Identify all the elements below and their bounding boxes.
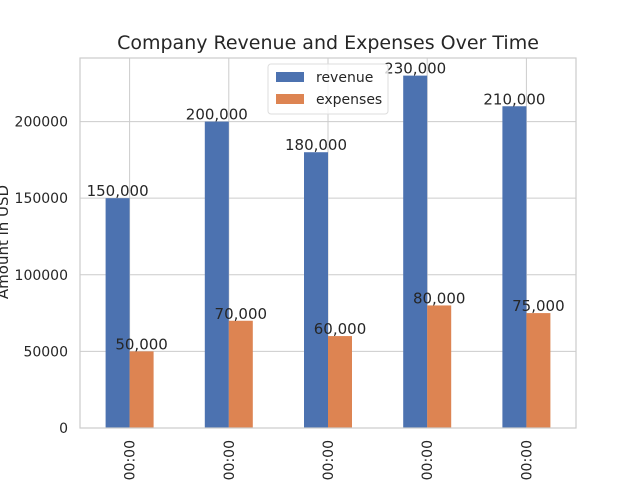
- bar-expenses: [328, 336, 352, 428]
- bar-revenue: [204, 121, 229, 428]
- bar-expenses: [526, 313, 551, 428]
- y-tick-label: 100000: [15, 268, 68, 284]
- data-label-revenue: 150,000: [87, 182, 149, 200]
- legend-label-revenue: revenue: [316, 70, 373, 86]
- data-label-revenue: 230,000: [384, 60, 446, 78]
- x-tick-label: 00:00: [420, 440, 436, 480]
- x-tick-label: 00:00: [123, 440, 139, 480]
- data-label-expenses: 80,000: [413, 289, 466, 307]
- legend-label-expenses: expenses: [316, 92, 382, 108]
- data-label-revenue: 210,000: [483, 90, 545, 108]
- data-label-expenses: 75,000: [512, 297, 565, 315]
- data-label-revenue: 200,000: [186, 106, 248, 124]
- data-label-revenue: 180,000: [285, 136, 347, 154]
- bar-expenses: [129, 351, 154, 428]
- plot-frame: [79, 57, 577, 429]
- y-tick-label: 0: [59, 421, 68, 437]
- x-tick-label: 00:00: [321, 440, 337, 480]
- bar-revenue: [304, 152, 328, 428]
- bar-expenses: [427, 305, 452, 428]
- bar-revenue: [105, 198, 130, 428]
- y-axis-label: Amount in USD: [0, 185, 12, 299]
- y-tick-label: 150000: [15, 191, 68, 207]
- data-label-expenses: 70,000: [215, 305, 268, 323]
- legend-swatch-revenue: [276, 72, 304, 82]
- data-label-expenses: 50,000: [115, 335, 168, 353]
- legend-swatch-expenses: [276, 94, 304, 104]
- bar-expenses: [228, 320, 253, 428]
- y-tick-label: 200000: [15, 115, 68, 131]
- x-tick-label: 00:00: [222, 440, 238, 480]
- x-tick-label: 00:00: [519, 440, 535, 480]
- data-label-expenses: 60,000: [314, 320, 367, 338]
- chart-title: Company Revenue and Expenses Over Time: [117, 32, 539, 54]
- bar-revenue: [403, 75, 428, 428]
- y-tick-label: 50000: [23, 344, 68, 360]
- bar-revenue: [502, 106, 527, 429]
